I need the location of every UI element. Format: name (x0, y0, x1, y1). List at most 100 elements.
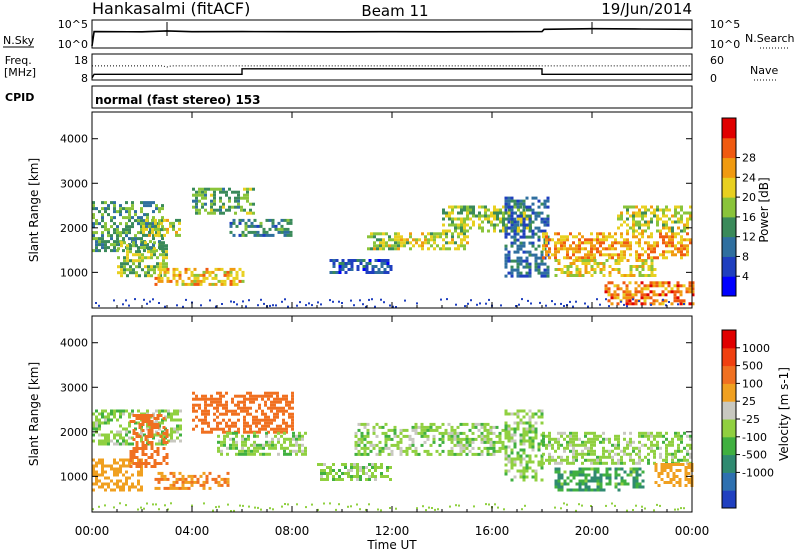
heatmap-cell (617, 473, 621, 477)
heatmap-cell (137, 473, 140, 477)
heatmap-cell (593, 440, 596, 444)
heatmap-cell (678, 484, 682, 487)
heatmap-cell (492, 449, 496, 453)
heatmap-cell (283, 218, 287, 222)
heatmap-cell (234, 211, 237, 215)
heatmap-cell (161, 219, 164, 223)
heatmap-cell (566, 253, 569, 257)
heatmap-cell (366, 434, 370, 438)
heatmap-cell (393, 428, 397, 432)
heatmap-cell (421, 247, 424, 251)
heatmap-cell (563, 431, 566, 435)
heatmap-cell (686, 211, 689, 215)
heatmap-cell (110, 409, 113, 413)
heatmap-cell (245, 305, 247, 308)
heatmap-cell (125, 458, 128, 462)
heatmap-cell (638, 265, 642, 268)
heatmap-cell (569, 473, 573, 477)
heatmap-cell (671, 452, 674, 456)
heatmap-cell (608, 235, 611, 239)
heatmap-cell (685, 290, 689, 294)
heatmap-cell (150, 265, 153, 269)
heatmap-cell (483, 437, 487, 441)
heatmap-cell (504, 229, 508, 233)
heatmap-cell (202, 483, 206, 487)
heatmap-cell (213, 202, 216, 206)
heatmap-cell (575, 244, 578, 248)
heatmap-cell (95, 207, 98, 211)
heatmap-cell (676, 281, 680, 285)
heatmap-cell (480, 437, 484, 441)
heatmap-cell (228, 196, 231, 200)
heatmap-cell (596, 265, 600, 268)
heatmap-cell (664, 287, 668, 291)
heatmap-cell (280, 434, 283, 438)
heatmap-cell (680, 434, 683, 438)
heatmap-cell (214, 282, 218, 286)
heatmap-cell (674, 434, 677, 438)
heatmap-cell (156, 417, 160, 420)
heatmap-cell (427, 238, 430, 242)
heatmap-cell (635, 256, 638, 260)
heatmap-cell (659, 208, 662, 212)
noise-ytick-low: 10^0 (58, 38, 88, 51)
heatmap-cell (399, 449, 403, 453)
heatmap-cell (617, 256, 620, 260)
heatmap-cell (619, 287, 623, 291)
heatmap-cell (283, 230, 287, 234)
heatmap-cell (662, 241, 665, 245)
heatmap-cell (219, 187, 222, 191)
heatmap-cell (377, 268, 381, 271)
heatmap-cell (154, 227, 157, 231)
heatmap-cell (238, 279, 242, 283)
heatmap-cell (145, 218, 148, 222)
heatmap-cell (534, 421, 538, 425)
heatmap-cell (144, 256, 147, 260)
heatmap-cell (219, 397, 222, 401)
heatmap-cell (485, 503, 487, 506)
heatmap-cell (201, 394, 204, 398)
heatmap-cell (522, 448, 526, 452)
heatmap-cell (584, 476, 588, 480)
heatmap-cell (241, 443, 244, 447)
heatmap-cell (286, 221, 290, 225)
heatmap-cell (216, 397, 219, 401)
heatmap-cell (575, 437, 578, 441)
heatmap-cell (683, 226, 686, 230)
heatmap-cell (172, 267, 176, 271)
heatmap-cell (504, 217, 508, 221)
heatmap-cell (208, 471, 212, 475)
heatmap-cell (221, 303, 223, 305)
heatmap-cell (554, 274, 558, 277)
heatmap-cell (196, 276, 200, 280)
heatmap-cell (578, 467, 582, 471)
heatmap-cell (500, 304, 502, 307)
heatmap-cell (537, 199, 541, 203)
heatmap-cell (222, 406, 225, 410)
heatmap-cell (104, 222, 107, 226)
heatmap-cell (161, 421, 164, 425)
heatmap-cell (584, 431, 587, 435)
heatmap-cell (235, 440, 238, 444)
heatmap-cell (540, 457, 544, 461)
heatmap-cell (641, 262, 645, 265)
heatmap-cell (98, 424, 101, 428)
heatmap-cell (525, 271, 529, 275)
heatmap-cell (371, 463, 374, 466)
heatmap-cell (647, 437, 650, 441)
heatmap-cell (492, 443, 496, 447)
heatmap-cell (222, 394, 225, 398)
heatmap-cell (190, 474, 194, 478)
heatmap-cell (638, 446, 641, 450)
heatmap-cell (153, 423, 157, 426)
heatmap-cell (448, 247, 451, 251)
heatmap-cell (623, 431, 626, 435)
heatmap-cell (125, 504, 127, 507)
heatmap-cell (528, 439, 532, 443)
heatmap-cell (473, 505, 475, 508)
heatmap-cell (575, 473, 579, 477)
heatmap-cell (688, 290, 692, 294)
heatmap-cell (546, 265, 550, 269)
heatmap-cell (204, 187, 207, 191)
heatmap-cell (519, 262, 523, 266)
